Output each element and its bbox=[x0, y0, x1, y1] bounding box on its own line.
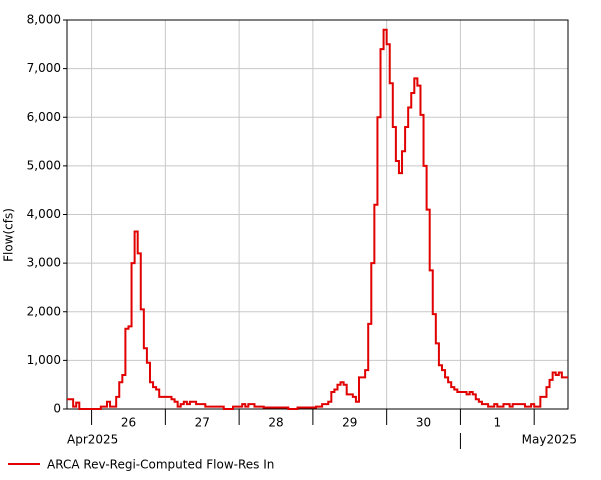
month-label: Apr2025 bbox=[67, 433, 118, 447]
y-tick-label: 7,000 bbox=[27, 61, 61, 75]
x-tick-label: 1 bbox=[493, 416, 501, 430]
y-tick-label: 0 bbox=[53, 402, 61, 416]
x-tick-label: 26 bbox=[121, 416, 136, 430]
y-axis-label: Flow(cfs) bbox=[2, 208, 16, 262]
x-tick-label: 29 bbox=[342, 416, 357, 430]
y-tick-label: 1,000 bbox=[27, 353, 61, 367]
y-tick-label: 4,000 bbox=[27, 207, 61, 221]
plot-frame bbox=[66, 19, 569, 410]
y-tick-label: 2,000 bbox=[27, 304, 61, 318]
flow-line bbox=[67, 28, 568, 410]
y-tick-label: 6,000 bbox=[27, 110, 61, 124]
y-tick-label: 5,000 bbox=[27, 158, 61, 172]
x-tick-label: 27 bbox=[195, 416, 210, 430]
legend-label: ARCA Rev-Regi-Computed Flow-Res In bbox=[47, 458, 274, 472]
x-tick-label: 30 bbox=[416, 416, 431, 430]
y-tick-label: 3,000 bbox=[27, 256, 61, 270]
month-label: May2025 bbox=[522, 433, 577, 447]
x-tick-label: 28 bbox=[268, 416, 283, 430]
y-tick-label: 8,000 bbox=[27, 13, 61, 27]
